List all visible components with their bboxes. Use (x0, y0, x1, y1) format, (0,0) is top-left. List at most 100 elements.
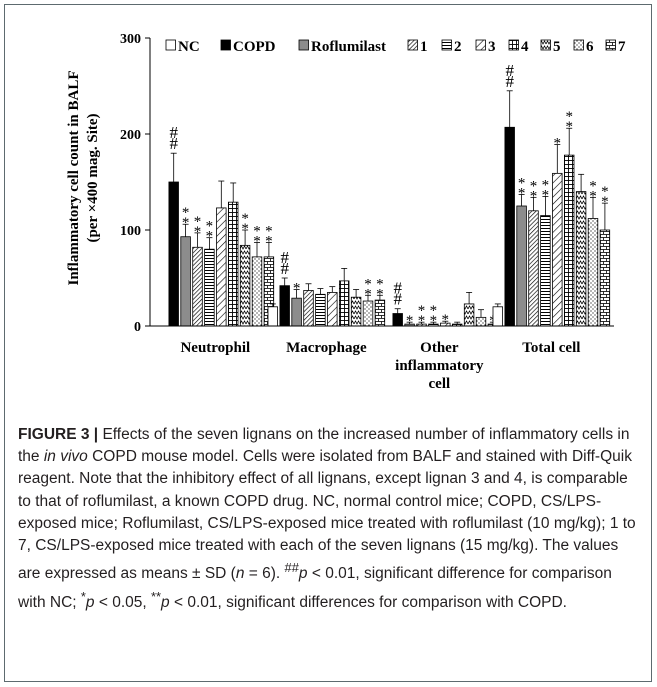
y-axis-title: Inflammatory cell count in BALF (per ×40… (66, 71, 101, 286)
significance-mark-copd: * (565, 119, 573, 135)
legend-swatch-3 (475, 39, 486, 51)
x-category-label: inflammatory (395, 358, 484, 374)
significance-mark-copd: * (565, 109, 573, 125)
significance-mark-copd: * (206, 229, 214, 245)
y-tick-label: 300 (120, 32, 141, 47)
legend-label-1: 1 (420, 39, 428, 55)
figure-frame (4, 4, 652, 682)
legend-swatch-nc (165, 39, 176, 51)
significance-mark-copd: * (589, 188, 597, 204)
significance-mark-copd: * (530, 188, 538, 204)
bar-4 (227, 201, 239, 327)
caption-text-3: = 6). (244, 565, 285, 583)
significance-mark-copd: * (554, 136, 562, 152)
significance-mark-copd: * (293, 281, 301, 297)
legend-swatch-4 (508, 39, 519, 51)
caption-label: FIGURE 3 | (18, 426, 99, 443)
caption-p2: p (85, 593, 95, 611)
bar-roflumilast (516, 205, 527, 327)
caption-text-5: < 0.05, (94, 593, 151, 611)
caption-hash: ## (284, 560, 299, 576)
bar-1 (528, 210, 539, 327)
bar-4 (338, 280, 350, 327)
caption-n: n (235, 565, 245, 583)
legend-swatch-roflumilast (298, 39, 309, 51)
caption-in-vivo: in vivo (43, 448, 88, 466)
significance-mark-copd: * (530, 178, 538, 194)
bar-3 (552, 172, 563, 327)
significance-mark-copd: * (241, 211, 249, 227)
bars-group: ##************##*****##*******##********… (150, 61, 614, 329)
bar-chart: Inflammatory cell count in BALF (per ×40… (66, 32, 626, 392)
bar-copd (279, 285, 290, 327)
significance-mark-copd: * (542, 177, 550, 193)
legend-label-2: 2 (454, 39, 462, 55)
x-category-label: Other (420, 340, 459, 356)
caption-text-1: Effects of the seven lignans on the incr… (18, 426, 630, 466)
significance-mark-copd: * (194, 214, 202, 230)
legend-swatch-6 (573, 39, 584, 51)
bar-6 (251, 256, 263, 327)
legend-swatch-2 (441, 39, 452, 51)
bar-roflumilast (180, 236, 191, 327)
caption-p1: p (298, 565, 308, 583)
legend-label-5: 5 (553, 39, 561, 55)
bar-2 (540, 215, 551, 327)
significance-mark-nc: # (393, 290, 402, 309)
legend-label-roflumilast: Roflumilast (311, 39, 386, 55)
legend-label-7: 7 (618, 39, 626, 55)
significance-mark-copd: * (265, 233, 273, 249)
legend-label-nc: NC (178, 39, 200, 55)
legend-label-copd: COPD (233, 39, 276, 55)
significance-mark-nc: # (280, 259, 289, 278)
bar-nc (267, 306, 279, 327)
caption-star: * (80, 588, 86, 604)
significance-mark-copd: * (601, 194, 609, 210)
significance-mark-nc: # (169, 134, 178, 153)
significance-mark-nc: # (280, 248, 289, 267)
caption-star2: ** (150, 588, 162, 604)
x-category-label: Macrophage (286, 340, 367, 356)
x-category-label: Total cell (522, 340, 580, 356)
bar-7 (599, 229, 611, 327)
y-tick-label: 100 (120, 224, 141, 239)
bar-5 (575, 191, 587, 327)
x-axis-labels: Neutrophil Macrophage Other inflammatory cel… (180, 340, 580, 392)
significance-mark-copd: * (418, 313, 426, 329)
y-tick-label: 0 (134, 320, 141, 335)
legend-label-4: 4 (521, 39, 529, 55)
y-axis-title-line2: (per ×400 mag. Site) (85, 113, 101, 242)
significance-mark-copd: * (430, 303, 438, 319)
legend-label-6: 6 (586, 39, 594, 55)
bar-roflumilast (291, 297, 302, 327)
significance-mark-copd: * (364, 276, 372, 292)
caption-p3: p (161, 593, 170, 611)
legend: NC COPD Roflumilast 1 2 3 4 5 6 7 (165, 39, 626, 55)
x-category-label: Neutrophil (180, 340, 250, 356)
caption-text-6: < 0.01, significant differences for comp… (169, 593, 567, 611)
significance-mark-copd: * (182, 205, 190, 221)
bar-3 (216, 207, 227, 327)
significance-mark-nc: # (505, 72, 514, 91)
significance-mark-copd: * (182, 215, 190, 231)
significance-mark-copd: * (364, 286, 372, 302)
bar-2 (315, 293, 326, 327)
bar-copd (504, 126, 515, 327)
bar-3 (327, 291, 338, 327)
legend-swatch-1 (407, 39, 418, 51)
legend-swatch-copd (220, 39, 231, 51)
bar-nc (492, 306, 504, 327)
legend-label-3: 3 (488, 39, 496, 55)
significance-mark-copd: * (253, 223, 261, 239)
significance-mark-copd: * (406, 313, 414, 329)
significance-mark-nc: # (505, 61, 514, 80)
caption-text-4: < 0.01, significant difference for compa… (18, 565, 612, 611)
bar-5 (350, 296, 362, 327)
significance-mark-copd: * (418, 303, 426, 319)
significance-mark-copd: * (518, 175, 526, 191)
significance-mark-copd: * (518, 185, 526, 201)
y-axis-title-line1: Inflammatory cell count in BALF (66, 71, 82, 286)
significance-mark-nc: # (393, 279, 402, 298)
caption-text-2: COPD mouse model. Cells were isolated fr… (18, 448, 636, 583)
bar-6 (362, 300, 374, 327)
